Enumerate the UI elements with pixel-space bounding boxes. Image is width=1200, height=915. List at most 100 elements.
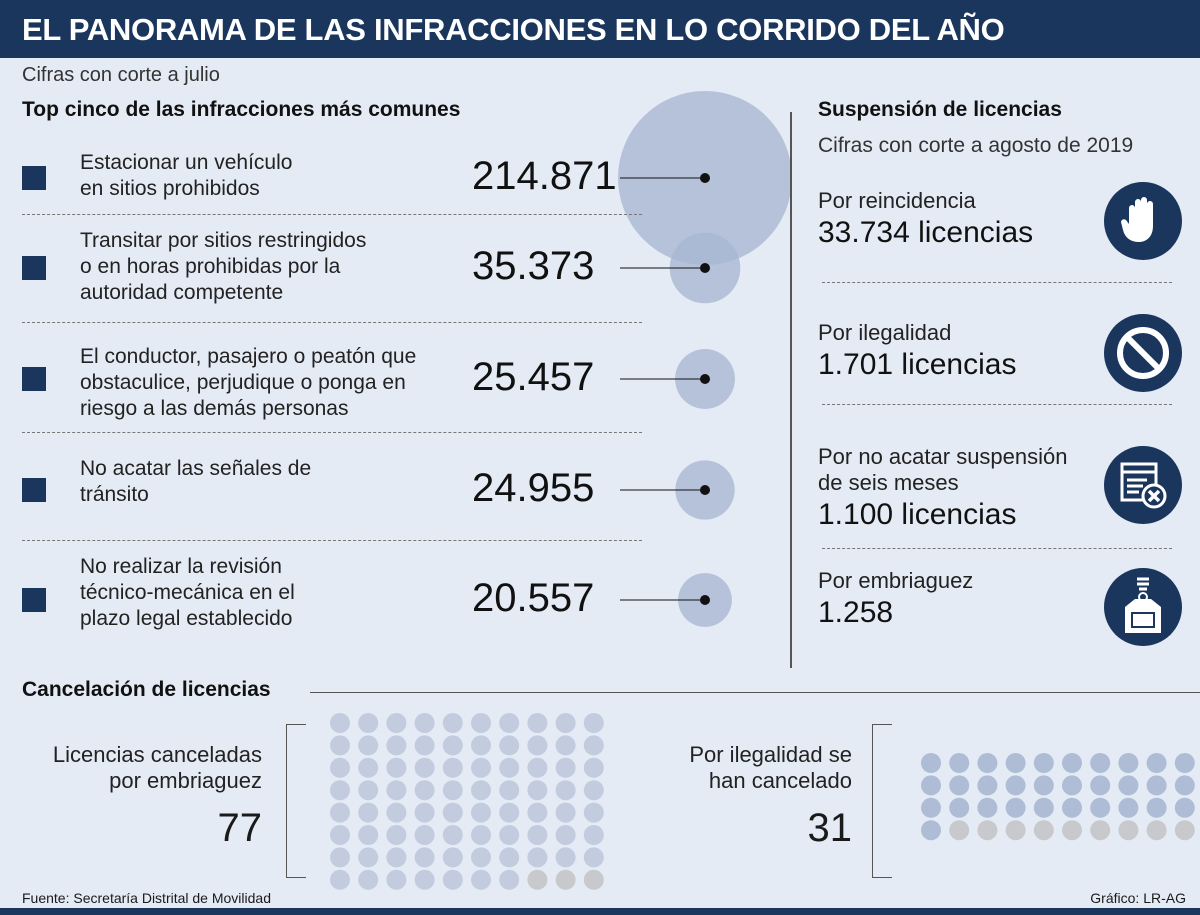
dot-filled: [471, 757, 491, 778]
dot-filled: [977, 797, 998, 818]
bullet-square: [22, 478, 46, 502]
dot-filled: [1118, 797, 1139, 818]
dot-filled: [442, 802, 463, 823]
dot-filled: [499, 735, 520, 756]
dot-filled: [442, 847, 463, 868]
dot-filled: [1118, 775, 1139, 796]
dot-filled: [555, 802, 576, 823]
dot-filled: [330, 869, 350, 890]
subtitle: Cifras con corte a julio: [22, 64, 220, 86]
infraction-value: 24.955: [472, 466, 595, 510]
infraction-label-line: plazo legal establecido: [80, 607, 293, 630]
infraction-value: 25.457: [472, 355, 595, 399]
dot-filled: [555, 847, 576, 868]
dot-filled: [358, 802, 379, 823]
dot-filled: [330, 713, 350, 733]
dot-filled: [330, 802, 350, 823]
infraction-label-line: autoridad competente: [80, 281, 284, 304]
dot-filled: [499, 847, 520, 868]
infraction-label-line: Estacionar un vehículo: [80, 151, 293, 174]
bubble-center-dot: [700, 595, 710, 605]
document-cancel-icon: [1104, 446, 1182, 524]
infraction-value: 35.373: [472, 244, 595, 288]
dot-empty: [977, 820, 998, 841]
infraction-label-line: Transitar por sitios restringidos: [80, 229, 367, 252]
suspension-value: 1.701 licencias: [818, 348, 1017, 381]
dot-filled: [442, 825, 463, 845]
dot-filled: [499, 780, 520, 801]
dot-empty: [1033, 820, 1054, 841]
cancel-right-line: Por ilegalidad se: [689, 742, 852, 767]
credit: Gráfico: LR-AG: [1090, 890, 1186, 906]
liquor-bottle-icon: [1104, 568, 1182, 646]
dot-filled: [330, 780, 350, 801]
dot-filled: [358, 713, 379, 733]
dot-filled: [583, 802, 604, 823]
infraction-label-line: riesgo a las demás personas: [80, 397, 349, 420]
source: Fuente: Secretaría Distrital de Movilida…: [22, 890, 271, 906]
dot-filled: [471, 802, 491, 823]
dot-filled: [358, 869, 379, 890]
dot-empty: [1090, 820, 1111, 841]
dot-filled: [583, 847, 604, 868]
infraction-label-line: en sitios prohibidos: [80, 177, 260, 200]
divider: [22, 214, 642, 215]
dot-filled: [583, 757, 604, 778]
dot-filled: [499, 713, 520, 733]
dot-filled: [442, 780, 463, 801]
dot-filled: [386, 713, 407, 733]
dot-filled: [1033, 753, 1054, 773]
dot-filled: [527, 713, 548, 733]
dot-filled: [1090, 753, 1111, 773]
top5-title: Top cinco de las infracciones más comune…: [22, 98, 461, 121]
divider: [22, 322, 642, 323]
dot-filled: [499, 869, 520, 890]
dot-empty: [1146, 820, 1167, 841]
dot-filled: [555, 825, 576, 845]
dot-filled: [414, 713, 435, 733]
divider: [310, 692, 1200, 693]
suspension-value: 1.258: [818, 596, 894, 629]
suspension-item: Por reincidencia 33.734 licencias: [818, 188, 1033, 250]
dot-filled: [1146, 797, 1167, 818]
dot-filled: [1005, 797, 1026, 818]
dot-filled: [386, 757, 407, 778]
dot-filled: [1090, 775, 1111, 796]
dot-filled: [358, 825, 379, 845]
divider: [822, 282, 1172, 283]
dot-filled: [583, 713, 604, 733]
dot-filled: [414, 802, 435, 823]
dot-filled: [386, 869, 407, 890]
dot-filled: [358, 780, 379, 801]
dot-filled: [414, 869, 435, 890]
dot-filled: [583, 735, 604, 756]
infraction-label-line: No acatar las señales de: [80, 457, 312, 480]
infraction-label: Transitar por sitios restringidos o en ho…: [80, 228, 470, 306]
infraction-value: 214.871: [472, 154, 617, 198]
dot-filled: [386, 735, 407, 756]
infraction-label-line: obstaculice, perjudique o ponga en: [80, 371, 406, 394]
dot-empty: [527, 869, 548, 890]
dot-filled: [949, 797, 970, 818]
suspension-label: de seis meses: [818, 470, 959, 495]
dot-filled: [527, 802, 548, 823]
dot-filled: [442, 713, 463, 733]
dot-filled: [471, 825, 491, 845]
dot-filled: [1174, 775, 1195, 796]
dot-empty: [1174, 820, 1195, 841]
dot-filled: [921, 775, 941, 796]
infraction-label-line: El conductor, pasajero o peatón que: [80, 345, 417, 368]
prohibited-icon: [1104, 314, 1182, 392]
dot-filled: [414, 847, 435, 868]
dot-filled: [330, 847, 350, 868]
dot-filled: [1005, 775, 1026, 796]
infraction-label-line: o en horas prohibidas por la: [80, 255, 341, 278]
bubble-center-dot: [700, 173, 710, 183]
dot-filled: [527, 735, 548, 756]
divider: [22, 540, 642, 541]
suspension-item: Por no acatar suspensión de seis meses 1.1…: [818, 444, 1068, 532]
cancel-right-line: han cancelado: [708, 768, 852, 793]
suspension-item: Por embriaguez 1.258: [818, 568, 973, 630]
dot-filled: [921, 797, 941, 818]
dot-filled: [414, 735, 435, 756]
